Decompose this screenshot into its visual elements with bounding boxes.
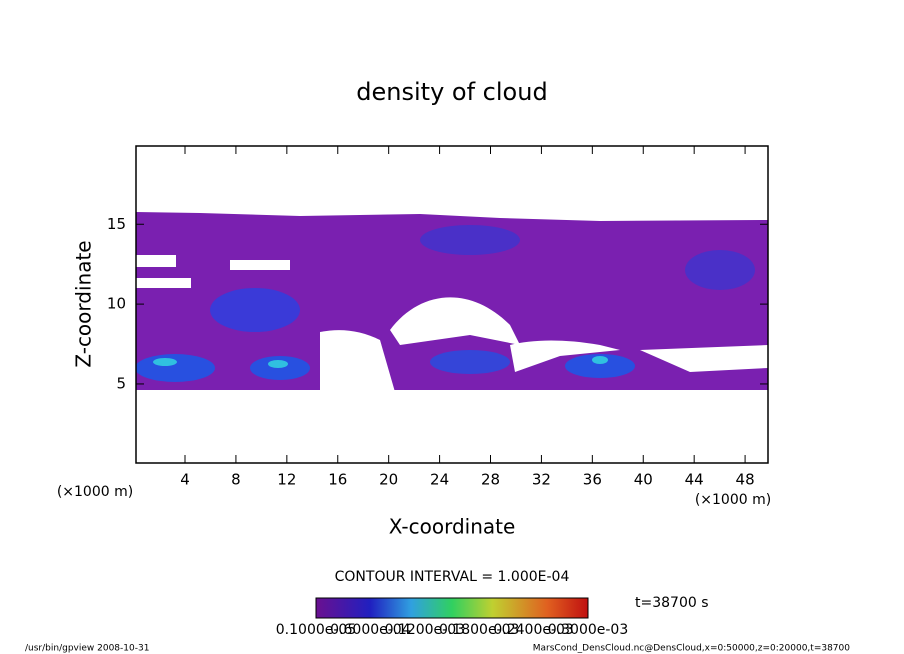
x-tick-label: 8 (231, 471, 241, 489)
x-tick-label: 32 (532, 471, 551, 489)
x-tick-label: 4 (180, 471, 190, 489)
cloud-dense (136, 354, 215, 382)
cloud-gap (230, 260, 290, 270)
x-tick-label: 12 (277, 471, 296, 489)
colorbar-label: 0.1800e-03 (439, 622, 519, 638)
cloud-peak (592, 356, 608, 364)
cloud-gap (320, 330, 395, 392)
footer-left: /usr/bin/gpview 2008-10-31 (25, 644, 149, 654)
cloud-gap (136, 255, 176, 267)
x-tick-label: 36 (583, 471, 602, 489)
x-axis-label: X-coordinate (389, 515, 516, 539)
x-unit: (×1000 m) (695, 492, 771, 508)
time-label: t=38700 s (635, 595, 709, 611)
colorbar-label: 0.2400e-03 (493, 622, 573, 638)
cloud-dense (420, 225, 520, 255)
x-tick-label: 28 (481, 471, 500, 489)
cloud-dense (250, 356, 310, 380)
colorbar-label: 0.3000e-03 (548, 622, 628, 638)
cloud-peak (268, 360, 288, 368)
y-tick-label: 5 (116, 374, 126, 392)
y-axis-label: Z-coordinate (72, 240, 96, 367)
colorbar-label: 0.1200e-03 (385, 622, 465, 638)
cloud-gap (510, 340, 620, 372)
colorbar (315, 597, 589, 619)
cloud-gap (640, 345, 768, 372)
y-tick-label: 15 (107, 215, 126, 233)
x-tick-label: 24 (430, 471, 449, 489)
contour-interval: CONTOUR INTERVAL = 1.000E-04 (335, 569, 570, 585)
colorbar-label: 0.6000e-04 (330, 622, 411, 638)
cloud-dense (210, 288, 300, 332)
chart-title: density of cloud (356, 78, 547, 106)
cloud-dense (565, 354, 635, 378)
cloud-peak (153, 358, 177, 366)
cloud-dense (430, 350, 510, 374)
x-tick-label: 20 (379, 471, 398, 489)
x-tick-label: 16 (328, 471, 347, 489)
y-tick-label: 10 (107, 295, 126, 313)
footer-right: MarsCond_DensCloud.nc@DensCloud,x=0:5000… (533, 644, 850, 654)
x-tick-label: 44 (685, 471, 704, 489)
x-unit: (×1000 m) (57, 484, 133, 500)
cloud-gap (390, 297, 520, 345)
x-tick-label: 48 (736, 471, 755, 489)
colorbar-label: 0.1000e-05 (276, 622, 356, 638)
cloud-field (136, 212, 768, 396)
cloud-dense (685, 250, 755, 290)
cloud-gap (136, 278, 191, 288)
x-tick-label: 40 (634, 471, 653, 489)
